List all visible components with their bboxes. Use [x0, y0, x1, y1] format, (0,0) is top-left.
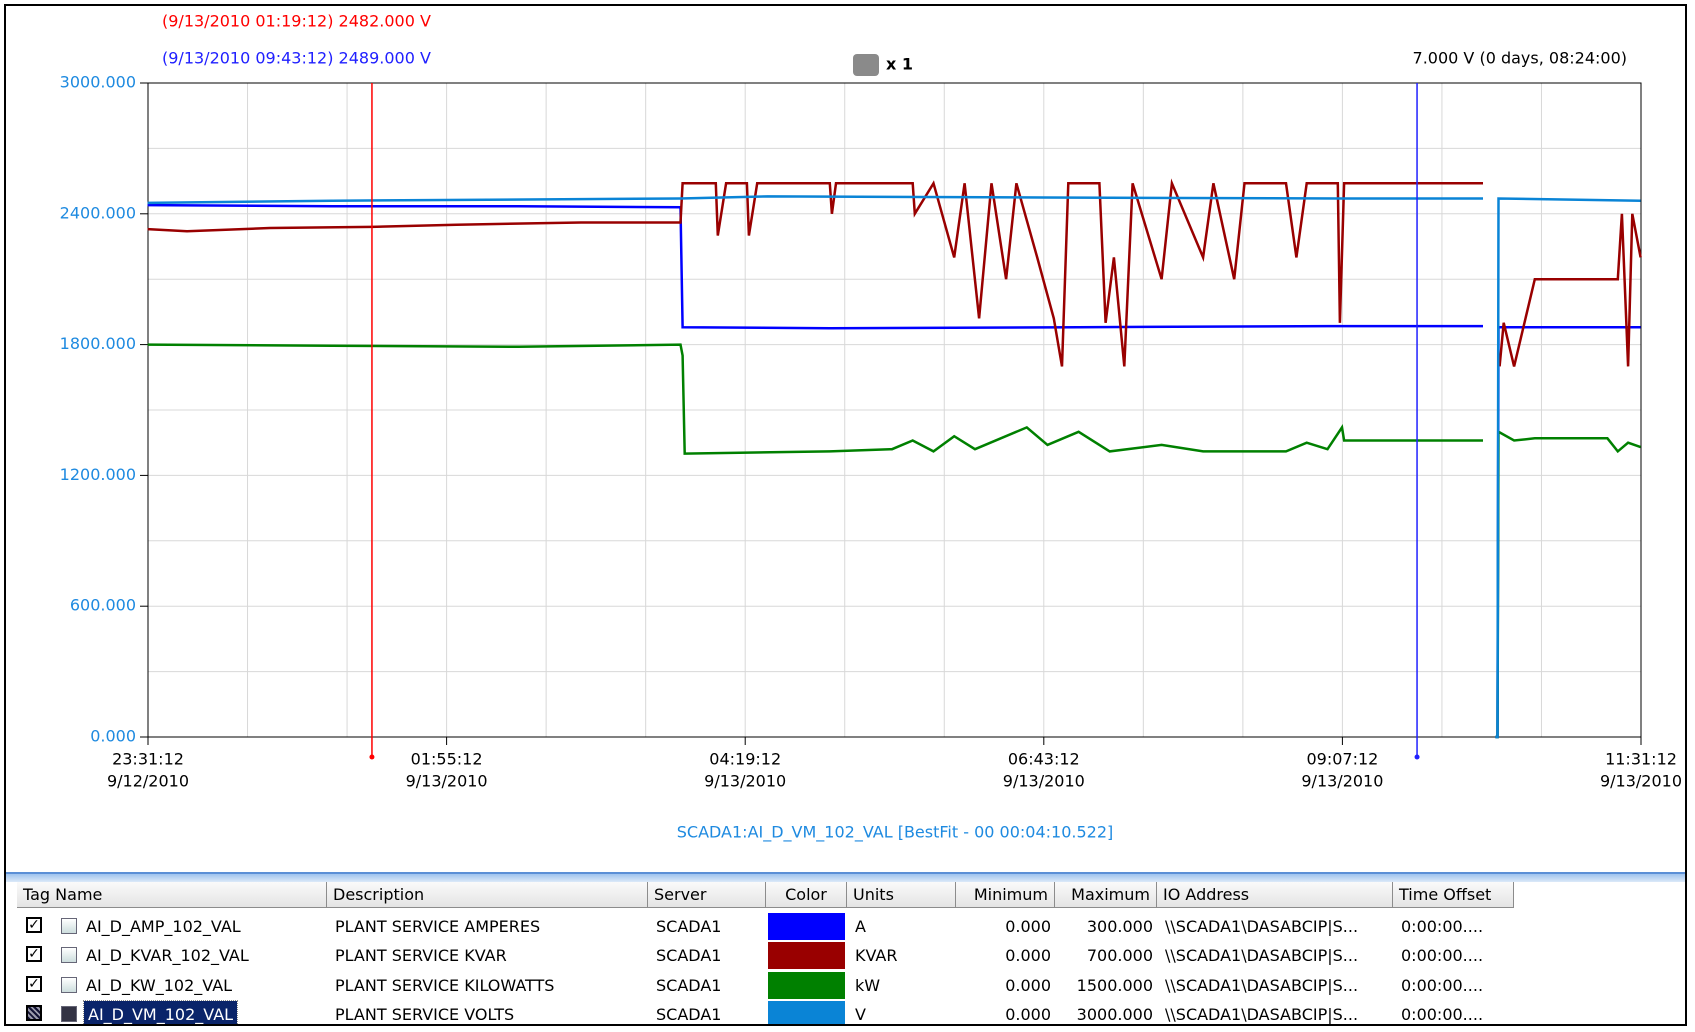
table-cell: PLANT SERVICE KILOWATTS — [335, 975, 555, 995]
tag-table: Tag Name Description Server Color Units Minim… — [6, 872, 1685, 1024]
plot-frame — [147, 82, 1642, 738]
table-cell: AI_D_KVAR_102_VAL — [86, 946, 249, 966]
table-cell: 0.000 — [1005, 975, 1051, 995]
column-header[interactable]: Time Offset — [1393, 882, 1514, 908]
table-cell: kW — [855, 975, 881, 995]
x-tick-label: 9/13/2010 — [406, 772, 488, 791]
column-header[interactable]: Maximum — [1055, 882, 1157, 908]
checkbox[interactable]: ✓ — [26, 975, 42, 992]
x-tick-label: 9/13/2010 — [1301, 772, 1383, 791]
color-swatch — [768, 913, 845, 940]
x-tick-label: 9/13/2010 — [704, 772, 786, 791]
x-tick-label: 9/13/2010 — [1003, 772, 1085, 791]
series-line — [147, 343, 1483, 455]
splitter[interactable] — [6, 872, 1685, 882]
table-cell: 0.000 — [1005, 917, 1051, 936]
table-cell: PLANT SERVICE VOLTS — [335, 1004, 515, 1024]
tag-icon — [61, 918, 77, 934]
cursor-label: (9/13/2010 01:19:12) 2482.000 V — [162, 12, 431, 31]
table-cell: 0:00:00.... — [1401, 975, 1484, 995]
table-cell: KVAR — [855, 946, 898, 966]
table-cell: SCADA1 — [656, 917, 722, 936]
x-tick-label: 9/13/2010 — [1600, 772, 1682, 791]
table-cell: \\SCADA1\DASABCIP|S... — [1165, 1004, 1359, 1024]
checkbox[interactable]: ✓ — [26, 946, 42, 963]
cursor-delta: 7.000 V (0 days, 08:24:00) — [1413, 49, 1627, 68]
table-cell: 0:00:00.... — [1401, 1004, 1484, 1024]
zoom-icon[interactable] — [853, 54, 879, 76]
column-header[interactable]: Description — [327, 882, 648, 908]
table-cell: \\SCADA1\DASABCIP|S... — [1165, 975, 1359, 995]
x-tick-label: 06:43:12 — [1008, 750, 1080, 769]
table-cell: \\SCADA1\DASABCIP|S... — [1165, 917, 1359, 936]
column-header[interactable]: Minimum — [956, 882, 1055, 908]
series-line — [1495, 197, 1641, 739]
table-cell: AI_D_KW_102_VAL — [86, 975, 233, 995]
table-cell: A — [855, 917, 866, 936]
table-cell: SCADA1 — [656, 975, 722, 995]
cursor-label: (9/13/2010 09:43:12) 2489.000 V — [162, 49, 431, 68]
series-line — [1498, 213, 1642, 367]
tag-icon — [61, 976, 77, 993]
column-header[interactable]: Color — [766, 882, 847, 908]
table-cell: PLANT SERVICE AMPERES — [335, 917, 541, 936]
x-tick-label: 01:55:12 — [411, 750, 483, 769]
table-cell: AI_D_VM_102_VAL — [82, 999, 239, 1024]
table-cell: 0.000 — [1005, 946, 1051, 966]
series-line — [147, 178, 1483, 367]
table-cell: 3000.000 — [1076, 1004, 1153, 1024]
x-tick-label: 09:07:12 — [1306, 750, 1378, 769]
chart: x 1 7.000 V (0 days, 08:24:00) SCADA1:AI… — [60, 12, 1682, 843]
color-swatch — [768, 942, 845, 970]
series-line — [147, 195, 1483, 205]
cursor-handle — [1414, 754, 1420, 760]
y-tick-label: 1800.000 — [60, 334, 136, 353]
series-line — [147, 203, 1483, 330]
table-cell: AI_D_AMP_102_VAL — [86, 917, 241, 936]
column-header[interactable]: Units — [847, 882, 956, 908]
x-tick-label: 9/12/2010 — [107, 772, 189, 791]
checkbox[interactable] — [26, 1004, 42, 1021]
column-header[interactable]: Server — [648, 882, 766, 908]
cursor-handle — [369, 754, 375, 760]
y-tick-label: 0.000 — [90, 727, 136, 746]
checkbox[interactable]: ✓ — [26, 917, 42, 933]
color-swatch — [768, 971, 845, 999]
table-cell: SCADA1 — [656, 1004, 722, 1024]
footer-label: SCADA1:AI_D_VM_102_VAL [BestFit - 00 00:… — [677, 823, 1114, 843]
x-tick-label: 04:19:12 — [709, 750, 781, 769]
column-header[interactable]: Tag Name — [17, 882, 327, 908]
series-line — [1495, 325, 1641, 739]
tag-icon — [61, 1005, 77, 1022]
table-cell: 0.000 — [1005, 1004, 1051, 1024]
zoom-label: x 1 — [886, 55, 913, 74]
x-tick-label: 11:31:12 — [1605, 750, 1677, 769]
table-cell: SCADA1 — [656, 946, 722, 966]
table-cell: PLANT SERVICE KVAR — [335, 946, 507, 966]
y-tick-label: 2400.000 — [60, 203, 136, 222]
table-cell: 300.000 — [1086, 917, 1153, 936]
color-swatch — [768, 1000, 845, 1024]
table-cell: \\SCADA1\DASABCIP|S... — [1165, 946, 1359, 966]
table-cell: 0:00:00.... — [1401, 917, 1484, 936]
table-cell: 1500.000 — [1076, 975, 1153, 995]
y-tick-label: 3000.000 — [60, 73, 136, 92]
table-cell: 0:00:00.... — [1401, 946, 1484, 966]
tag-icon — [61, 947, 77, 964]
y-tick-label: 1200.000 — [60, 465, 136, 484]
table-cell: 700.000 — [1086, 946, 1153, 966]
y-tick-label: 600.000 — [70, 596, 136, 615]
table-cell: V — [855, 1004, 866, 1024]
series-line — [1495, 429, 1642, 739]
trend-window: x 1 7.000 V (0 days, 08:24:00) SCADA1:AI… — [4, 4, 1687, 1026]
x-tick-label: 23:31:12 — [112, 750, 184, 769]
column-header[interactable]: IO Address — [1157, 882, 1393, 908]
